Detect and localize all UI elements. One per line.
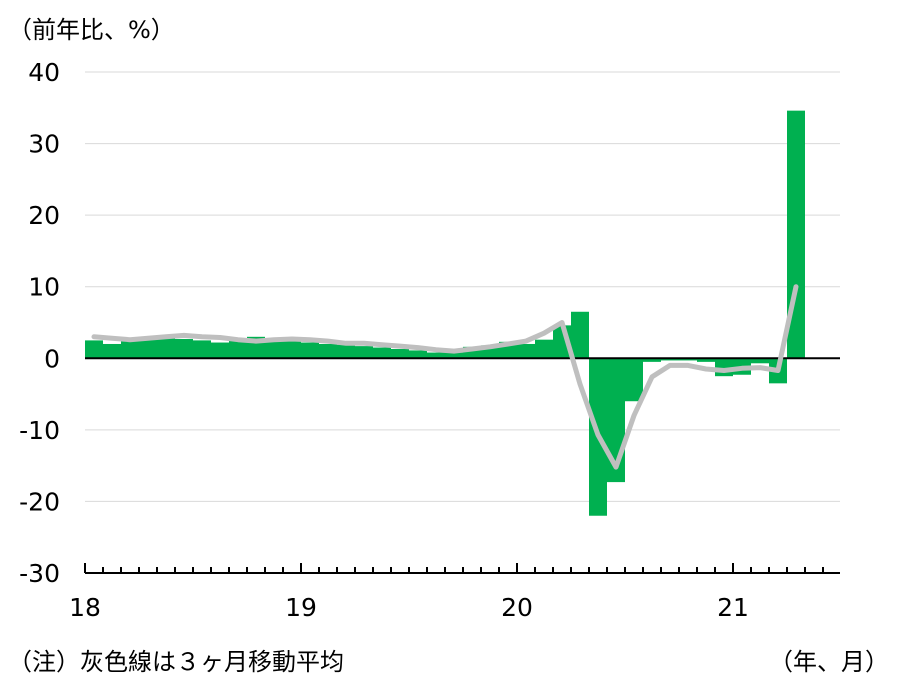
bar	[391, 348, 409, 359]
bar	[445, 352, 463, 359]
bar-series	[85, 110, 805, 516]
y-tick-label: 30	[28, 130, 60, 159]
bar	[409, 350, 427, 359]
y-unit-label: （前年比、%）	[8, 16, 175, 44]
y-tick-label: -20	[19, 487, 60, 516]
bar	[301, 342, 319, 359]
x-unit-label: （年、月）	[769, 648, 889, 676]
bar	[463, 346, 481, 359]
bar	[751, 358, 769, 364]
bar	[319, 343, 337, 359]
y-tick-label: 40	[28, 58, 60, 87]
bar	[193, 340, 211, 359]
y-tick-label: 10	[28, 273, 60, 302]
x-tick-label: 19	[285, 593, 317, 622]
bar	[265, 338, 283, 359]
bar	[211, 342, 229, 359]
y-tick-label: 20	[28, 201, 60, 230]
bar	[139, 338, 157, 359]
bar	[517, 343, 535, 359]
x-tick-label: 21	[717, 593, 749, 622]
bar	[697, 358, 715, 362]
x-axis	[84, 563, 840, 574]
bar	[373, 347, 391, 359]
x-axis-tick-labels: 18 19 20 21	[69, 593, 749, 622]
y-tick-label: -30	[19, 559, 60, 588]
bar	[355, 346, 373, 359]
y-tick-label: 0	[44, 344, 60, 373]
bar	[229, 339, 247, 359]
bar	[283, 340, 301, 359]
bar	[625, 358, 643, 402]
bar	[103, 343, 121, 359]
bar	[427, 352, 445, 359]
bar	[661, 358, 679, 361]
bar	[571, 311, 589, 359]
bar	[535, 339, 553, 359]
grid-lines	[85, 71, 840, 502]
chart-note: （注）灰色線は３ヶ月移動平均	[8, 648, 344, 676]
y-axis-ticks: 40 30 20 10 0 -10 -20 -30	[19, 58, 60, 588]
bar	[679, 358, 697, 361]
x-tick-label: 18	[69, 593, 101, 622]
bar	[85, 340, 103, 359]
bar	[643, 358, 661, 362]
bar	[337, 344, 355, 359]
y-tick-label: -10	[19, 416, 60, 445]
x-tick-label: 20	[501, 593, 533, 622]
bar	[157, 336, 175, 359]
moving-average-line	[91, 284, 799, 470]
bar	[121, 340, 139, 359]
bar	[175, 338, 193, 359]
